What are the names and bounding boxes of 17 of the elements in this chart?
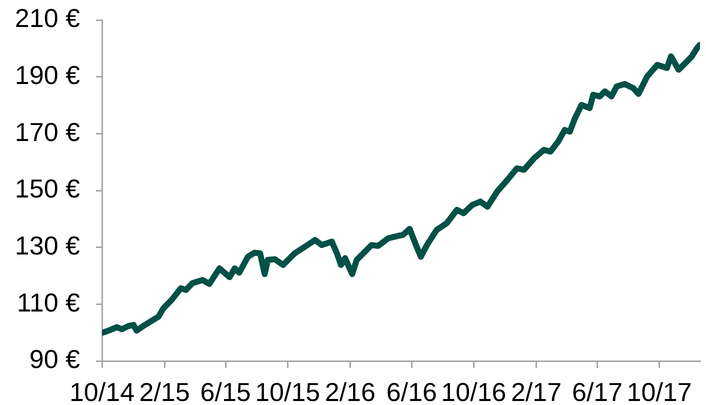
y-tick-label: 130 € [14,230,81,261]
y-tick-label: 150 € [14,174,81,204]
y-tick-label: 210 € [14,3,81,34]
x-tick-label: 2/16 [324,376,376,405]
x-tick-label: 6/15 [200,376,251,405]
y-tick-label: 170 € [14,116,81,147]
x-tick-label: 10/15 [255,376,320,405]
x-tick-label: 10/14 [69,376,135,405]
x-tick-label: 6/16 [386,376,437,405]
y-tick-label: 190 € [14,60,81,90]
x-tick-label: 2/15 [139,376,190,405]
y-tick-label: 90 € [29,344,81,374]
x-tick-label: 10/17 [626,376,692,405]
x-tick-label: 6/17 [572,376,623,405]
x-tick-label: 10/16 [441,376,506,405]
x-tick-label: 2/17 [510,376,562,405]
y-tick-label: 110 € [16,287,81,318]
